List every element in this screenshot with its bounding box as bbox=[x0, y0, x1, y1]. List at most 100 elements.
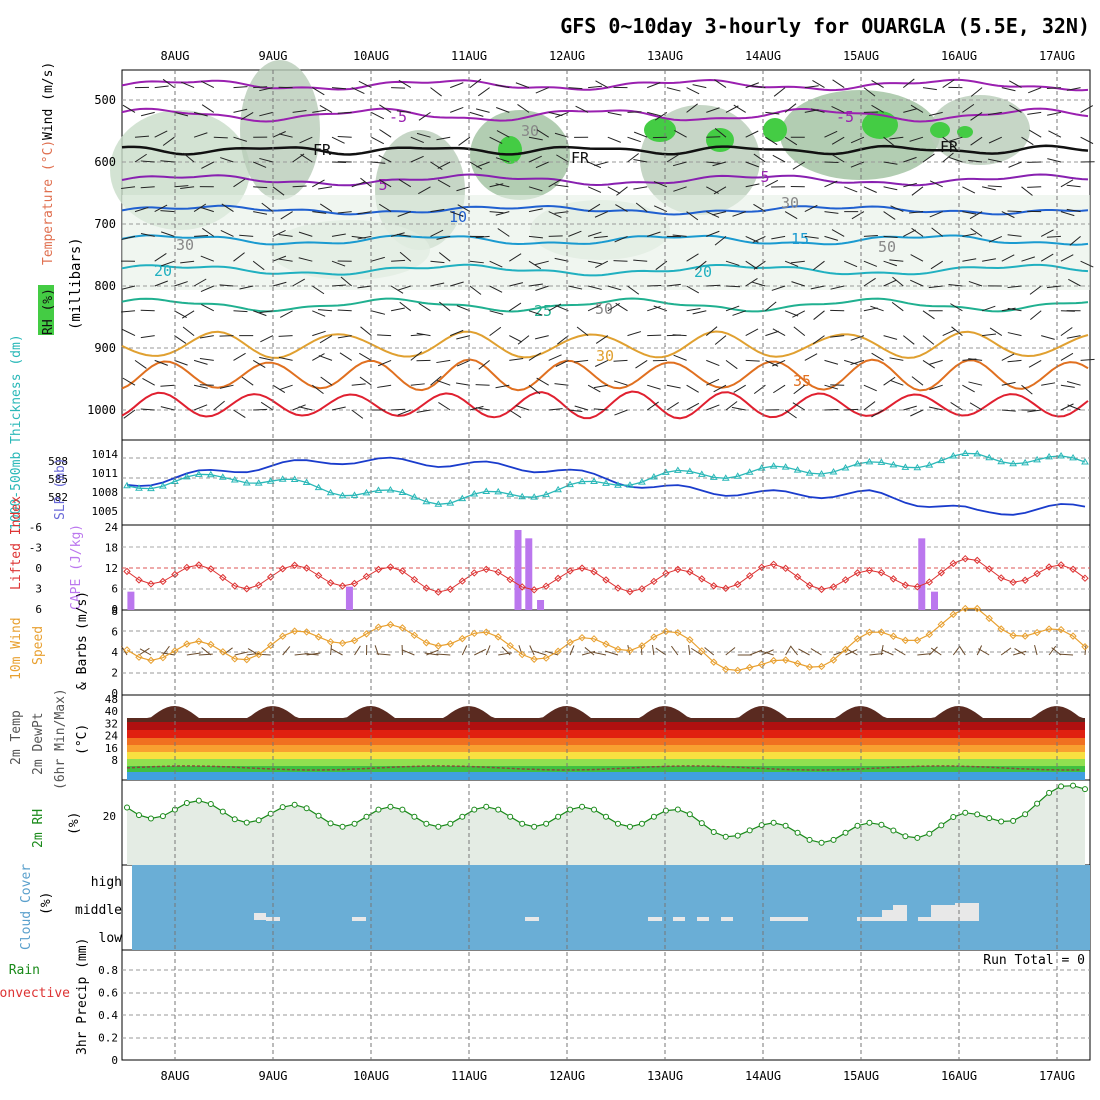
wind-barb bbox=[765, 111, 780, 115]
rh-marker bbox=[746, 827, 753, 834]
date-label-top: 11AUG bbox=[451, 49, 487, 63]
wind-speed-marker bbox=[135, 653, 143, 661]
thickness-marker bbox=[410, 493, 419, 500]
wind-speed-marker bbox=[877, 628, 886, 636]
wind-barb bbox=[371, 161, 386, 164]
date-label-top: 15AUG bbox=[843, 49, 879, 63]
li-tick-label: 3 bbox=[35, 583, 42, 596]
lifted-index-marker bbox=[1045, 563, 1053, 571]
lifted-index-marker bbox=[1057, 561, 1065, 569]
thickness-marker bbox=[314, 483, 323, 491]
lifted-index-marker bbox=[650, 577, 658, 586]
wind-barb bbox=[1066, 381, 1081, 386]
wind-barb bbox=[784, 409, 797, 419]
wind-barb bbox=[280, 310, 293, 318]
wind-barb bbox=[587, 304, 601, 312]
wind-barb bbox=[942, 136, 955, 147]
wind-barb bbox=[495, 183, 510, 188]
wind-barb bbox=[418, 186, 431, 195]
thickness-marker bbox=[877, 458, 886, 465]
wind-speed-marker bbox=[554, 647, 562, 655]
wind-barb bbox=[1001, 409, 1016, 412]
wind10-barbs-label: & Barbs bbox=[75, 635, 90, 690]
wind-barb bbox=[594, 211, 609, 218]
cape-bar bbox=[345, 586, 353, 610]
thickness-marker bbox=[626, 481, 634, 488]
surface-wind-barb bbox=[331, 648, 343, 656]
wind-barb bbox=[587, 203, 601, 213]
surface-wind-barb bbox=[749, 649, 763, 656]
cloud-cell bbox=[770, 917, 808, 921]
thickness-marker bbox=[578, 477, 586, 485]
wind-speed-marker bbox=[602, 640, 610, 648]
wind-barb bbox=[646, 401, 659, 411]
wind-barb bbox=[528, 136, 543, 141]
wind-barb bbox=[396, 233, 411, 237]
wind-barb bbox=[489, 211, 504, 214]
precip-tick-label: 0.8 bbox=[98, 964, 118, 977]
wind-speed-marker bbox=[973, 604, 981, 613]
date-label-bottom: 8AUG bbox=[161, 1069, 190, 1083]
wind-barb bbox=[359, 352, 372, 361]
wind-barb bbox=[253, 186, 268, 189]
wind-barb bbox=[725, 305, 740, 312]
cloud-cell bbox=[721, 917, 733, 921]
lifted-index-marker bbox=[602, 576, 610, 584]
wind-barb bbox=[160, 406, 175, 411]
cloud-cell bbox=[254, 913, 266, 920]
rh-marker bbox=[698, 820, 705, 827]
freezing-level-line bbox=[121, 144, 1089, 156]
wind-barb bbox=[331, 284, 347, 287]
thickness-marker bbox=[769, 462, 778, 469]
wind-barb bbox=[397, 285, 411, 291]
wind-speed-marker bbox=[626, 646, 634, 655]
wind-barb bbox=[1028, 87, 1042, 94]
lifted-index-marker bbox=[997, 574, 1005, 582]
slp-tick-label: 1008 bbox=[92, 486, 119, 499]
surface-wind-barb bbox=[533, 650, 547, 656]
wind-barb bbox=[233, 178, 246, 188]
wind-barb bbox=[496, 130, 510, 138]
wind-barb bbox=[930, 260, 943, 270]
temp-contour-line bbox=[121, 234, 1089, 246]
wind-barb bbox=[686, 87, 700, 95]
thickness-marker bbox=[1081, 458, 1089, 465]
wind-barb bbox=[160, 384, 175, 387]
contour-label: 25 bbox=[534, 302, 552, 320]
wind-barb bbox=[851, 211, 865, 220]
wind-barb bbox=[339, 352, 352, 361]
wind-barb bbox=[831, 136, 845, 145]
wind-barb bbox=[140, 186, 155, 189]
surface-wind-barb bbox=[894, 648, 906, 656]
wind-barb bbox=[903, 405, 917, 411]
wind-barb bbox=[252, 260, 265, 271]
rh-marker bbox=[195, 797, 202, 804]
surface-wind-barb bbox=[354, 645, 361, 656]
rh-marker bbox=[279, 804, 286, 811]
rh-marker bbox=[770, 819, 777, 826]
surface-wind-barb bbox=[688, 644, 691, 656]
wind-barb bbox=[193, 278, 207, 287]
temperature-axis-label: Temperature (°C) bbox=[41, 140, 56, 265]
slp-tick-label: 1014 bbox=[92, 448, 119, 461]
lifted-index-marker bbox=[183, 563, 191, 572]
surface-wind-barb bbox=[282, 646, 291, 656]
wind-barb bbox=[239, 285, 254, 290]
wind-barb bbox=[221, 203, 234, 213]
rh-marker bbox=[207, 801, 214, 808]
wind-barb bbox=[931, 227, 944, 237]
thickness-marker bbox=[159, 482, 167, 489]
wind-barb bbox=[765, 179, 779, 188]
thickness-marker bbox=[1057, 451, 1065, 459]
thickness-marker bbox=[937, 456, 946, 464]
wind-barb bbox=[666, 283, 681, 287]
wind-barb bbox=[331, 260, 346, 267]
wind-barb bbox=[903, 229, 916, 237]
wind-barb bbox=[140, 408, 155, 411]
wind-barb bbox=[272, 186, 285, 196]
wind-barb bbox=[686, 253, 699, 262]
wind-barb bbox=[892, 276, 904, 287]
rh-marker bbox=[267, 810, 274, 817]
rh-marker bbox=[1034, 800, 1041, 807]
